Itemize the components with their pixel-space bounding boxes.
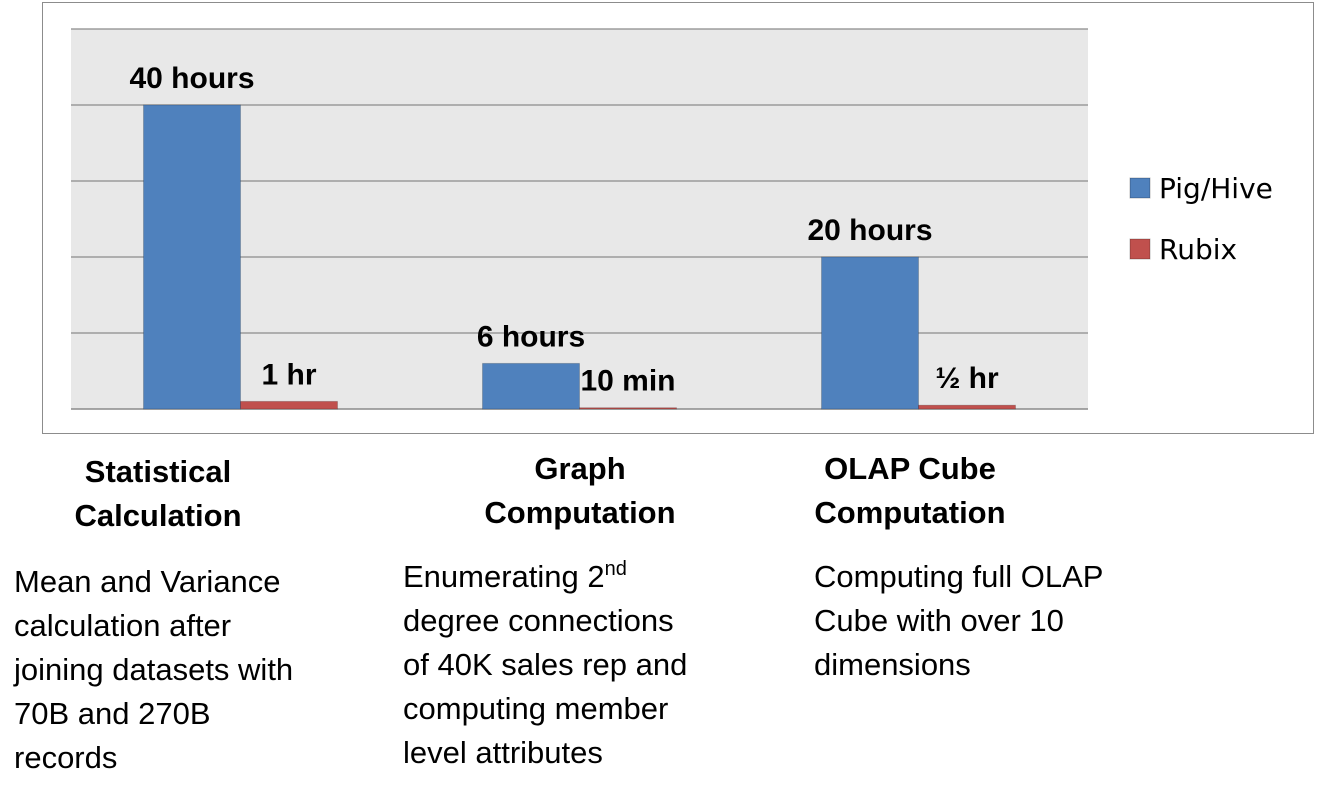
- category-label-line: Computation: [814, 495, 1006, 530]
- category-label-line: Computation: [484, 495, 676, 530]
- bar-rubix-2: [918, 404, 1016, 410]
- bar-data-label: ½ hr: [935, 362, 999, 395]
- category-description-olap: Computing full OLAP Cube with over 10 di…: [814, 555, 1103, 687]
- legend-entry: Pig/Hive: [1159, 172, 1273, 205]
- category-label-olap: OLAP Cube Computation: [780, 447, 1040, 535]
- bar-data-label: 20 hours: [807, 214, 932, 247]
- bar-pig-hive-0: [143, 104, 241, 410]
- description-line: Enumerating 2nd: [403, 555, 687, 599]
- description-line: dimensions: [814, 647, 971, 682]
- bar-rubix-0: [240, 400, 338, 410]
- description-text: Enumerating 2: [403, 559, 605, 594]
- legend-entry: Rubix: [1159, 233, 1237, 266]
- category-label-graph: Graph Computation: [455, 447, 705, 535]
- description-line: computing member: [403, 691, 669, 726]
- bar-chart: 40 hours 1 hr 6 hours 10 min 20 hours ½ hr Pig…: [71, 28, 1273, 410]
- category-label-line: Graph: [534, 451, 626, 486]
- bar-pig-hive-2: [821, 256, 919, 410]
- description-line: 70B and 270B: [14, 696, 211, 731]
- bar-data-label: 1 hr: [261, 358, 316, 391]
- bar-data-label: 40 hours: [129, 62, 254, 95]
- ordinal-suffix: nd: [604, 558, 627, 580]
- category-description-graph: Enumerating 2nd degree connections of 40…: [403, 555, 687, 775]
- bar-rubix-1: [579, 407, 677, 410]
- bar-data-label: 10 min: [580, 365, 675, 398]
- description-line: Mean and Variance: [14, 564, 281, 599]
- description-line: Computing full OLAP: [814, 559, 1104, 594]
- chart-frame: 40 hours 1 hr 6 hours 10 min 20 hours ½ hr Pig…: [42, 2, 1314, 434]
- description-line: level attributes: [403, 735, 603, 770]
- category-label-statistical: Statistical Calculation: [38, 450, 278, 538]
- category-label-line: Statistical: [84, 454, 232, 489]
- description-line: records: [14, 740, 118, 775]
- description-line: joining datasets with: [14, 652, 294, 687]
- bar-data-label: 6 hours: [477, 320, 585, 353]
- category-description-statistical: Mean and Variance calculation after join…: [14, 560, 293, 780]
- description-line: calculation after: [14, 608, 232, 643]
- description-line: of 40K sales rep and: [403, 647, 688, 682]
- legend-swatch: [1129, 177, 1151, 199]
- bar-pig-hive-1: [482, 362, 580, 410]
- legend-swatch: [1129, 238, 1151, 260]
- description-line: degree connections: [403, 603, 674, 638]
- description-line: Cube with over 10: [814, 603, 1064, 638]
- category-label-line: Calculation: [74, 498, 242, 533]
- category-label-line: OLAP Cube: [824, 451, 996, 486]
